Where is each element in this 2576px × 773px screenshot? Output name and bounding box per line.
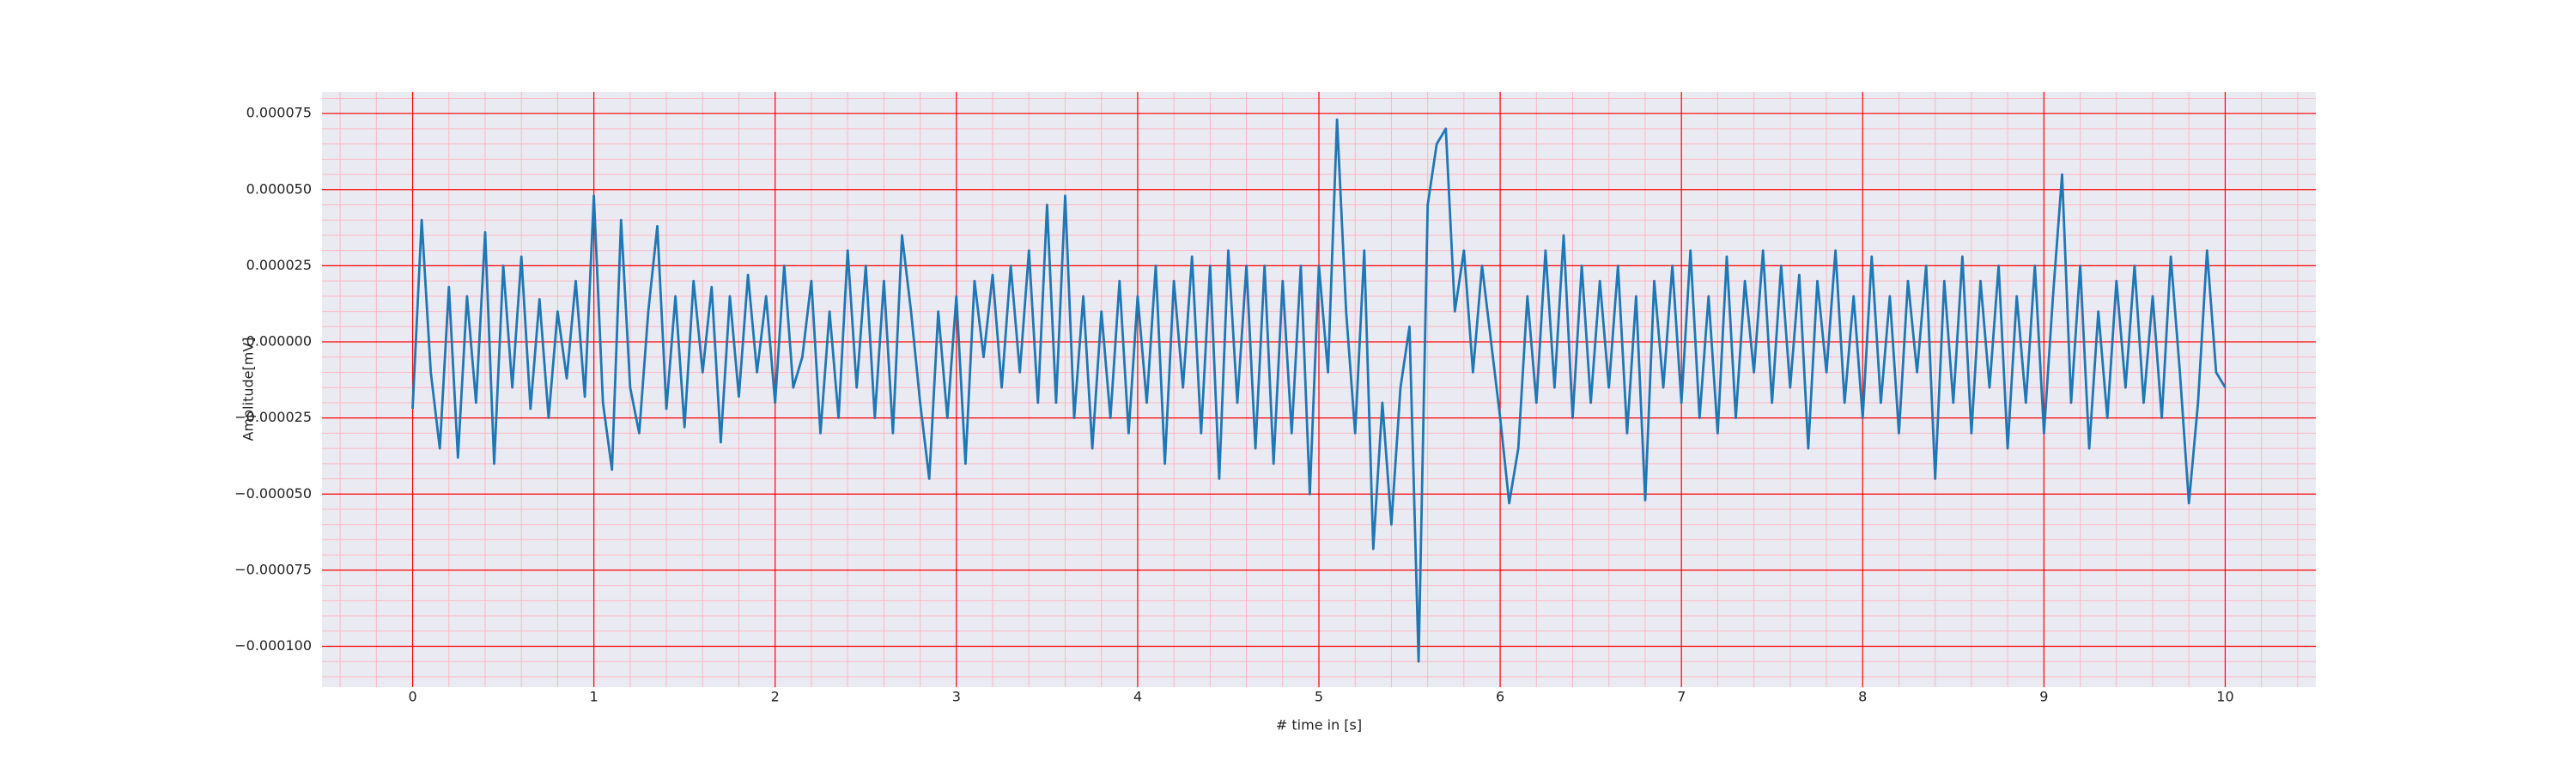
y-tick-label: −0.000075 bbox=[234, 561, 312, 577]
x-tick-label: 2 bbox=[771, 689, 780, 705]
y-tick-label: −0.000100 bbox=[234, 637, 312, 654]
x-tick-label: 6 bbox=[1496, 689, 1504, 705]
x-tick-label: 8 bbox=[1858, 689, 1867, 705]
y-tick-label: 0.000050 bbox=[246, 180, 312, 197]
x-tick-label: 7 bbox=[1677, 689, 1686, 705]
y-tick-label: 0.000075 bbox=[246, 105, 312, 121]
x-tick-label: 5 bbox=[1315, 689, 1323, 705]
y-tick-label: −0.000050 bbox=[234, 485, 312, 502]
x-tick-label: 3 bbox=[952, 689, 961, 705]
x-tick-label: 9 bbox=[2039, 689, 2048, 705]
y-tick-label: 0.000025 bbox=[246, 257, 312, 273]
x-tick-label: 1 bbox=[590, 689, 598, 705]
x-tick-label: 0 bbox=[408, 689, 416, 705]
x-tick-label: 4 bbox=[1133, 689, 1142, 705]
y-axis-label: Amplitude[mV] bbox=[240, 337, 257, 441]
x-tick-label: 10 bbox=[2216, 689, 2233, 705]
y-tick-label: −0.000025 bbox=[234, 409, 312, 425]
y-tick-label: 0.000000 bbox=[246, 333, 312, 350]
x-axis-label: # time in [s] bbox=[1276, 717, 1362, 733]
line-series bbox=[411, 118, 2227, 663]
